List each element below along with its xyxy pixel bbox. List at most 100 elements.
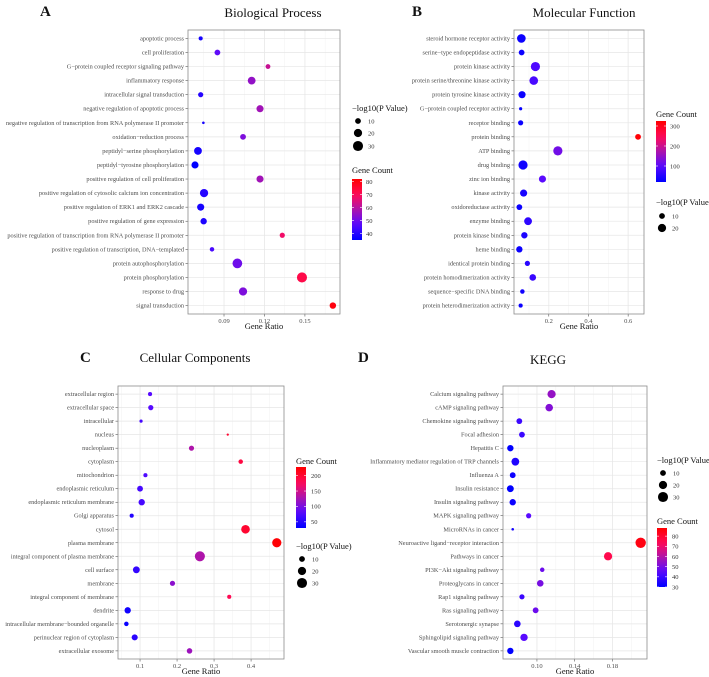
point-11 xyxy=(272,538,282,548)
y-tick-label: serine−type endopeptidase activity xyxy=(423,49,511,56)
panel-title: Cellular Components xyxy=(140,350,251,365)
point-0 xyxy=(547,389,556,399)
y-tick-label: signal transduction xyxy=(136,303,185,310)
y-tick-label: integral component of membrane xyxy=(30,594,114,601)
y-tick-label: membrane xyxy=(87,580,114,587)
size-legend-label: 10 xyxy=(672,213,679,220)
y-tick-label: positive regulation of cell proliferatio… xyxy=(86,176,184,183)
point-14 xyxy=(521,232,528,239)
point-15 xyxy=(209,247,215,252)
plot-background xyxy=(514,30,644,314)
y-tick-label: Influenza A xyxy=(469,472,499,479)
y-tick-label: protein phosphorylation xyxy=(124,274,185,281)
y-tick-label: extracellular space xyxy=(67,405,114,412)
size-legend-title: −log10(P Value) xyxy=(656,197,709,207)
y-tick-label: perinuclear region of cytoplasm xyxy=(34,634,114,641)
y-tick-label: Proteoglycans in cancer xyxy=(439,580,500,587)
y-tick-label: Vascular smooth muscle contraction xyxy=(408,648,500,655)
color-legend-label: 50 xyxy=(672,564,679,571)
y-tick-label: steroid hormone receptor activity xyxy=(426,35,511,42)
y-tick-label: kinase activity xyxy=(473,190,510,197)
y-tick-label: dendrite xyxy=(93,607,114,614)
x-tick-label: 0.1 xyxy=(136,663,144,670)
color-legend-label: 100 xyxy=(311,504,321,511)
size-legend-key xyxy=(296,577,308,589)
point-9 xyxy=(191,161,199,169)
y-tick-label: positive regulation of transcription, DN… xyxy=(52,246,185,253)
size-legend-key xyxy=(660,470,666,476)
y-tick-label: MicroRNAs in cancer xyxy=(443,526,500,533)
point-17 xyxy=(296,272,308,283)
size-legend-key xyxy=(659,213,665,219)
y-tick-label: Focal adhesion xyxy=(461,432,500,439)
size-legend-label: 30 xyxy=(312,580,319,587)
x-tick-label: 0.4 xyxy=(584,318,593,325)
plot-border xyxy=(513,29,645,315)
size-legend-label: 30 xyxy=(673,494,680,501)
point-15 xyxy=(516,246,523,253)
point-4 xyxy=(188,445,195,451)
y-tick-label: G−protein coupled receptor activity xyxy=(420,106,511,113)
point-2 xyxy=(530,61,541,72)
point-12 xyxy=(603,552,613,561)
color-legend-bar xyxy=(656,121,666,182)
point-8 xyxy=(553,146,563,156)
point-3 xyxy=(226,433,229,436)
y-tick-label: mitochondrion xyxy=(77,472,115,479)
point-4 xyxy=(198,92,204,98)
y-tick-label: cAMP signaling pathway xyxy=(435,405,500,412)
y-tick-label: integral component of plasma membrane xyxy=(11,553,114,560)
point-11 xyxy=(635,537,646,548)
plot-background xyxy=(118,386,284,659)
point-11 xyxy=(520,189,528,197)
size-legend-label: 20 xyxy=(312,568,319,575)
panel-letter: C xyxy=(80,350,91,366)
y-tick-label: endoplasmic reticulum membrane xyxy=(28,499,114,506)
point-13 xyxy=(200,218,207,225)
y-tick-label: Sphingolipid signaling pathway xyxy=(419,634,500,641)
point-7 xyxy=(137,485,143,492)
x-tick-label: 0.2 xyxy=(545,318,553,325)
plot-border xyxy=(117,385,285,660)
y-tick-label: extracellular exosome xyxy=(59,648,115,655)
point-12 xyxy=(516,204,523,211)
color-legend-label: 150 xyxy=(311,488,321,495)
y-tick-label: inflammatory response xyxy=(126,78,184,85)
color-legend-bar xyxy=(657,528,667,587)
y-tick-label: apoptotic process xyxy=(140,35,184,42)
point-19 xyxy=(329,302,337,309)
y-tick-label: enzyme binding xyxy=(470,218,511,225)
size-legend-label: 10 xyxy=(368,118,375,125)
y-tick-label: positive regulation of cytosolic calcium… xyxy=(39,190,185,197)
size-legend-label: 20 xyxy=(672,225,679,232)
y-tick-label: plasma membrane xyxy=(68,540,114,547)
size-legend-label: 10 xyxy=(312,556,319,563)
y-tick-label: G−protein coupled receptor signaling pat… xyxy=(67,64,185,71)
size-legend-label: 20 xyxy=(368,130,375,137)
y-tick-label: response to drug xyxy=(142,289,184,296)
point-14 xyxy=(169,580,176,586)
color-legend-label: 200 xyxy=(670,143,680,150)
y-tick-label: positive regulation of transcription fro… xyxy=(7,232,185,239)
y-tick-label: Serotonergic synapse xyxy=(445,621,499,628)
y-tick-label: Rap1 signaling pathway xyxy=(438,594,500,601)
point-12 xyxy=(194,551,205,562)
point-9 xyxy=(526,513,532,519)
y-tick-label: sequence−specific DNA binding xyxy=(428,289,511,296)
panel-d: D KEGG 0.10 0.14 0.18 Calcium signaling pathw… xyxy=(358,350,709,676)
color-legend-label: 80 xyxy=(366,179,373,186)
x-tick-label: 0.4 xyxy=(247,663,256,670)
y-tick-label: zinc ion binding xyxy=(469,176,511,183)
color-legend-label: 50 xyxy=(366,218,373,225)
point-14 xyxy=(536,579,544,587)
y-tick-label: Insulin signaling pathway xyxy=(434,499,500,506)
color-legend-label: 100 xyxy=(670,163,680,170)
color-legend-label: 300 xyxy=(670,123,680,130)
color-legend-bar xyxy=(296,467,306,528)
panel-b: B Molecular Function 0.2 0.4 0.6 steroid horm… xyxy=(412,4,709,331)
color-legend-label: 80 xyxy=(672,533,679,540)
y-tick-label: peptidyl−tyrosine phosphorylation xyxy=(97,162,185,169)
point-10 xyxy=(241,524,250,534)
size-legend-key xyxy=(355,118,361,124)
